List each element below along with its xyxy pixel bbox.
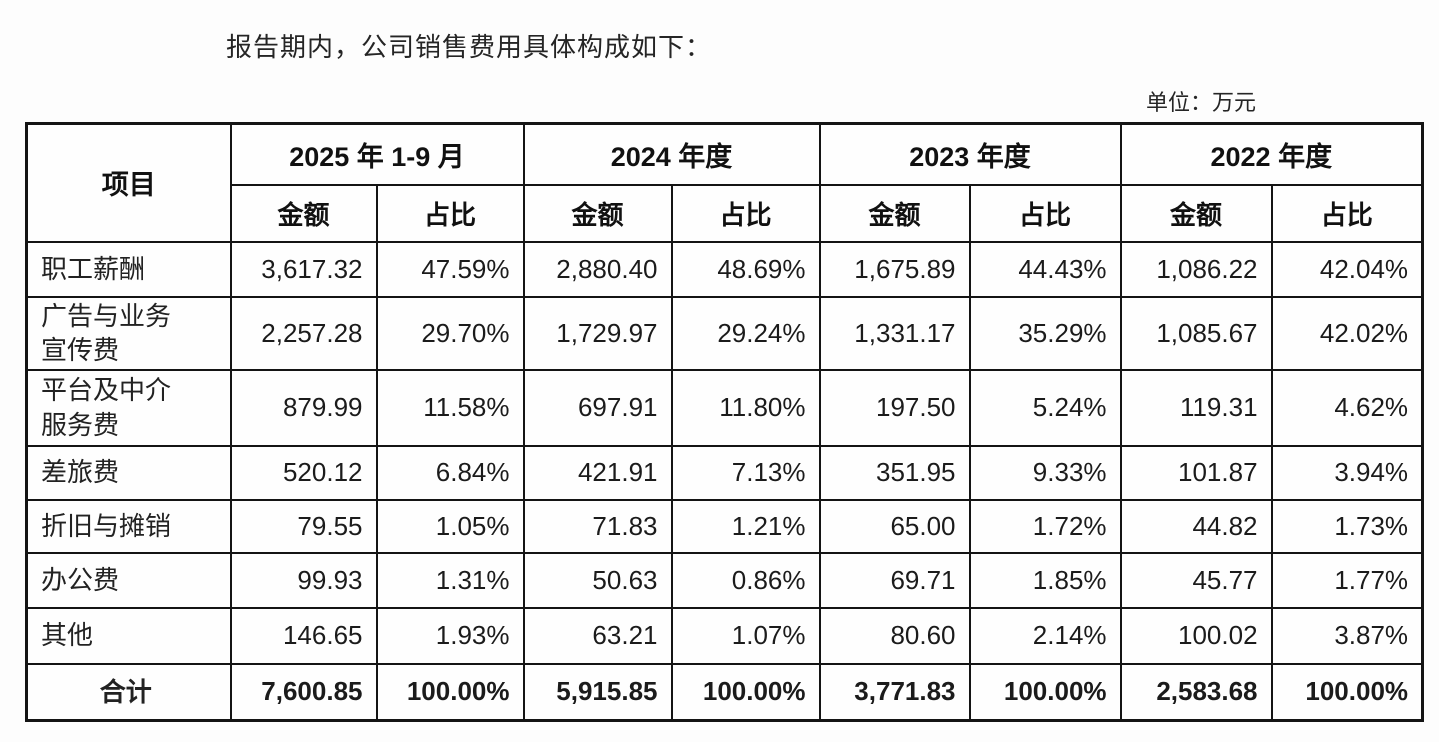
amount-cell: 3,771.83 bbox=[818, 662, 971, 722]
sub-header-ratio: 占比 bbox=[670, 183, 821, 243]
ratio-cell: 44.43% bbox=[968, 240, 1122, 298]
ratio-cell: 29.70% bbox=[375, 295, 525, 371]
row-label: 职工薪酬 bbox=[25, 240, 232, 298]
unit-label: 单位：万元 bbox=[1146, 90, 1257, 115]
ratio-cell: 100.00% bbox=[968, 662, 1122, 722]
amount-cell: 197.50 bbox=[818, 368, 971, 447]
sub-header-ratio: 占比 bbox=[375, 183, 525, 243]
ratio-cell: 1.31% bbox=[375, 551, 525, 609]
period-header-2024: 2024 年度 bbox=[522, 122, 821, 186]
amount-cell: 80.60 bbox=[818, 606, 971, 665]
amount-cell: 2,257.28 bbox=[229, 295, 378, 371]
table-row: 办公费 99.93 1.31% 50.63 0.86% 69.71 1.85% … bbox=[25, 551, 1424, 609]
ratio-cell: 35.29% bbox=[968, 295, 1122, 371]
ratio-cell: 11.80% bbox=[670, 368, 821, 447]
ratio-cell: 1.73% bbox=[1270, 498, 1424, 554]
period-header-2025: 2025 年 1-9 月 bbox=[229, 122, 525, 186]
amount-cell: 44.82 bbox=[1119, 498, 1273, 554]
column-header-item: 项目 bbox=[25, 122, 232, 243]
ratio-cell: 100.00% bbox=[670, 662, 821, 722]
amount-cell: 45.77 bbox=[1119, 551, 1273, 609]
ratio-cell: 47.59% bbox=[375, 240, 525, 298]
amount-cell: 1,729.97 bbox=[522, 295, 673, 371]
intro-text: 报告期内，公司销售费用具体构成如下： bbox=[226, 32, 713, 62]
period-header-row: 项目 2025 年 1-9 月 2024 年度 2023 年度 2022 年度 bbox=[25, 122, 1424, 243]
ratio-cell: 5.24% bbox=[968, 368, 1122, 447]
sub-header-amount: 金额 bbox=[1119, 183, 1273, 243]
ratio-cell: 42.02% bbox=[1270, 295, 1424, 371]
table-row: 其他 146.65 1.93% 63.21 1.07% 80.60 2.14% … bbox=[25, 606, 1424, 665]
amount-cell: 63.21 bbox=[522, 606, 673, 665]
ratio-cell: 1.93% bbox=[375, 606, 525, 665]
row-label: 平台及中介 服务费 bbox=[25, 368, 232, 447]
row-label: 其他 bbox=[25, 606, 232, 665]
amount-cell: 697.91 bbox=[522, 368, 673, 447]
table-row: 广告与业务 宣传费 2,257.28 29.70% 1,729.97 29.24… bbox=[25, 295, 1424, 371]
sub-header-amount: 金额 bbox=[818, 183, 971, 243]
table-row: 折旧与摊销 79.55 1.05% 71.83 1.21% 65.00 1.72… bbox=[25, 498, 1424, 554]
ratio-cell: 1.05% bbox=[375, 498, 525, 554]
selling-expense-table: 项目 2025 年 1-9 月 2024 年度 2023 年度 2022 年度 … bbox=[25, 122, 1425, 722]
ratio-cell: 4.62% bbox=[1270, 368, 1424, 447]
amount-cell: 351.95 bbox=[818, 444, 971, 501]
amount-cell: 50.63 bbox=[522, 551, 673, 609]
ratio-cell: 0.86% bbox=[670, 551, 821, 609]
ratio-cell: 6.84% bbox=[375, 444, 525, 501]
ratio-cell: 9.33% bbox=[968, 444, 1122, 501]
ratio-cell: 100.00% bbox=[1270, 662, 1424, 722]
ratio-cell: 2.14% bbox=[968, 606, 1122, 665]
amount-cell: 421.91 bbox=[522, 444, 673, 501]
ratio-cell: 100.00% bbox=[375, 662, 525, 722]
amount-cell: 3,617.32 bbox=[229, 240, 378, 298]
amount-cell: 146.65 bbox=[229, 606, 378, 665]
amount-cell: 2,880.40 bbox=[522, 240, 673, 298]
amount-cell: 119.31 bbox=[1119, 368, 1273, 447]
amount-cell: 71.83 bbox=[522, 498, 673, 554]
table-row: 职工薪酬 3,617.32 47.59% 2,880.40 48.69% 1,6… bbox=[25, 240, 1424, 298]
amount-cell: 101.87 bbox=[1119, 444, 1273, 501]
ratio-cell: 48.69% bbox=[670, 240, 821, 298]
sub-header-row: 金额 占比 金额 占比 金额 占比 金额 占比 bbox=[27, 183, 1424, 243]
amount-cell: 1,331.17 bbox=[818, 295, 971, 371]
amount-cell: 1,086.22 bbox=[1119, 240, 1273, 298]
amount-cell: 1,085.67 bbox=[1119, 295, 1273, 371]
ratio-cell: 11.58% bbox=[375, 368, 525, 447]
amount-cell: 69.71 bbox=[818, 551, 971, 609]
period-header-2022: 2022 年度 bbox=[1119, 122, 1424, 186]
ratio-cell: 1.72% bbox=[968, 498, 1122, 554]
amount-cell: 7,600.85 bbox=[229, 662, 378, 722]
row-label: 折旧与摊销 bbox=[25, 498, 232, 554]
table-row: 平台及中介 服务费 879.99 11.58% 697.91 11.80% 19… bbox=[25, 368, 1424, 447]
ratio-cell: 29.24% bbox=[670, 295, 821, 371]
sub-header-amount: 金额 bbox=[229, 183, 378, 243]
row-label: 办公费 bbox=[25, 551, 232, 609]
amount-cell: 1,675.89 bbox=[818, 240, 971, 298]
total-label: 合计 bbox=[25, 662, 232, 722]
amount-cell: 99.93 bbox=[229, 551, 378, 609]
sub-header-amount: 金额 bbox=[522, 183, 673, 243]
ratio-cell: 3.87% bbox=[1270, 606, 1424, 665]
ratio-cell: 1.85% bbox=[968, 551, 1122, 609]
ratio-cell: 7.13% bbox=[670, 444, 821, 501]
row-label: 差旅费 bbox=[25, 444, 232, 501]
period-header-2023: 2023 年度 bbox=[818, 122, 1122, 186]
ratio-cell: 3.94% bbox=[1270, 444, 1424, 501]
amount-cell: 879.99 bbox=[229, 368, 378, 447]
ratio-cell: 1.07% bbox=[670, 606, 821, 665]
ratio-cell: 1.21% bbox=[670, 498, 821, 554]
ratio-cell: 42.04% bbox=[1270, 240, 1424, 298]
amount-cell: 79.55 bbox=[229, 498, 378, 554]
amount-cell: 5,915.85 bbox=[522, 662, 673, 722]
row-label: 广告与业务 宣传费 bbox=[25, 295, 232, 371]
amount-cell: 520.12 bbox=[229, 444, 378, 501]
amount-cell: 100.02 bbox=[1119, 606, 1273, 665]
total-row: 合计 7,600.85 100.00% 5,915.85 100.00% 3,7… bbox=[25, 662, 1424, 722]
amount-cell: 2,583.68 bbox=[1119, 662, 1273, 722]
sub-header-ratio: 占比 bbox=[968, 183, 1122, 243]
ratio-cell: 1.77% bbox=[1270, 551, 1424, 609]
sub-header-ratio: 占比 bbox=[1270, 183, 1424, 243]
table-row: 差旅费 520.12 6.84% 421.91 7.13% 351.95 9.3… bbox=[25, 444, 1424, 501]
amount-cell: 65.00 bbox=[818, 498, 971, 554]
